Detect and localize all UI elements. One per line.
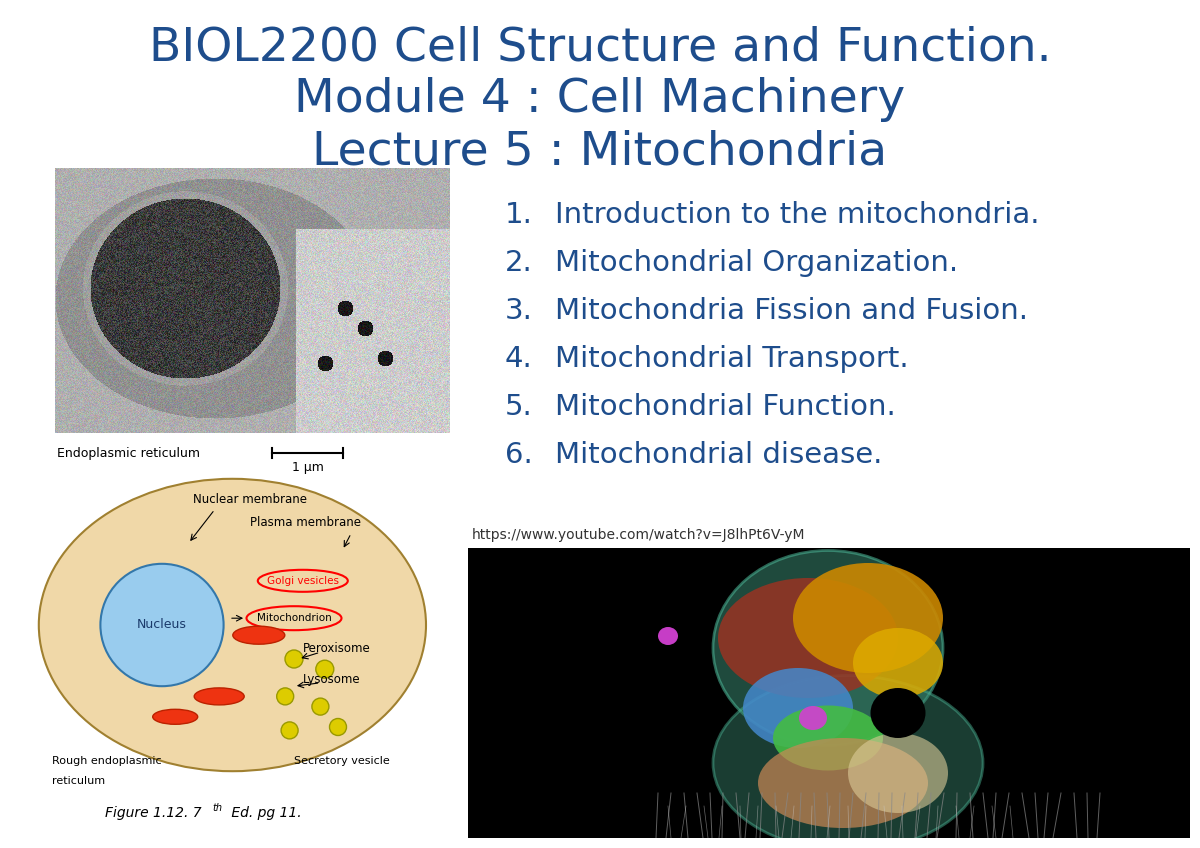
Ellipse shape <box>793 563 943 673</box>
Text: Mitochondrial Organization.: Mitochondrial Organization. <box>554 249 958 277</box>
Text: th: th <box>212 803 223 813</box>
Text: Mitochondrial disease.: Mitochondrial disease. <box>554 441 882 469</box>
Text: Nuclear membrane: Nuclear membrane <box>193 493 307 505</box>
Text: 1.: 1. <box>505 201 533 229</box>
Ellipse shape <box>277 688 294 705</box>
Ellipse shape <box>286 650 302 668</box>
Text: 2.: 2. <box>505 249 533 277</box>
Text: Mitochondrion: Mitochondrion <box>224 378 314 392</box>
Text: Peroxisome: Peroxisome <box>302 642 371 656</box>
Text: Rough endoplasmic: Rough endoplasmic <box>52 756 162 766</box>
Ellipse shape <box>152 709 198 724</box>
Text: Lysosome: Lysosome <box>302 673 360 686</box>
Text: Mitochondrial Function.: Mitochondrial Function. <box>554 393 895 421</box>
Ellipse shape <box>101 564 223 686</box>
Ellipse shape <box>233 626 284 644</box>
Text: Mitochondrion: Mitochondrion <box>257 613 331 623</box>
Text: 5.: 5. <box>505 393 533 421</box>
Text: Lysosome: Lysosome <box>324 302 385 315</box>
FancyBboxPatch shape <box>468 548 1190 838</box>
Ellipse shape <box>743 668 853 748</box>
Text: Nucleus: Nucleus <box>260 181 311 194</box>
Ellipse shape <box>870 688 925 738</box>
Ellipse shape <box>799 706 827 730</box>
Text: Introduction to the mitochondria.: Introduction to the mitochondria. <box>554 201 1039 229</box>
Text: Endoplasmic reticulum: Endoplasmic reticulum <box>58 447 200 460</box>
Text: Secretory vesicle: Secretory vesicle <box>294 756 390 766</box>
Text: 4.: 4. <box>505 345 533 373</box>
Text: Plasma membrane: Plasma membrane <box>250 516 361 529</box>
Ellipse shape <box>718 578 898 698</box>
Ellipse shape <box>658 627 678 645</box>
Text: Module 4 : Cell Machinery: Module 4 : Cell Machinery <box>294 77 906 122</box>
Text: Nucleus: Nucleus <box>137 618 187 632</box>
Ellipse shape <box>330 718 347 735</box>
Text: 3.: 3. <box>505 297 533 325</box>
Ellipse shape <box>194 688 245 705</box>
Ellipse shape <box>312 698 329 715</box>
Text: Golgi vesicles: Golgi vesicles <box>292 226 378 239</box>
Ellipse shape <box>316 661 334 678</box>
Text: Golgi vesicles: Golgi vesicles <box>266 576 338 586</box>
Ellipse shape <box>281 722 298 739</box>
Ellipse shape <box>853 628 943 698</box>
Text: Mitochondrial Transport.: Mitochondrial Transport. <box>554 345 908 373</box>
Text: 1 μm: 1 μm <box>292 460 324 473</box>
Ellipse shape <box>773 706 883 771</box>
Text: reticulum: reticulum <box>52 777 106 786</box>
Text: 6.: 6. <box>505 441 533 469</box>
Ellipse shape <box>848 733 948 813</box>
Text: BIOL2200 Cell Structure and Function.: BIOL2200 Cell Structure and Function. <box>149 25 1051 70</box>
Text: Ed. pg 11.: Ed. pg 11. <box>227 806 301 820</box>
Text: Mitochondria Fission and Fusion.: Mitochondria Fission and Fusion. <box>554 297 1028 325</box>
Text: Lecture 5 : Mitochondria: Lecture 5 : Mitochondria <box>312 130 888 175</box>
Ellipse shape <box>38 479 426 771</box>
Ellipse shape <box>713 676 983 848</box>
Text: https://www.youtube.com/watch?v=J8lhPt6V-yM: https://www.youtube.com/watch?v=J8lhPt6V… <box>472 528 805 542</box>
Ellipse shape <box>758 738 928 828</box>
Text: Figure 1.12. 7: Figure 1.12. 7 <box>104 806 202 820</box>
Ellipse shape <box>713 550 943 745</box>
